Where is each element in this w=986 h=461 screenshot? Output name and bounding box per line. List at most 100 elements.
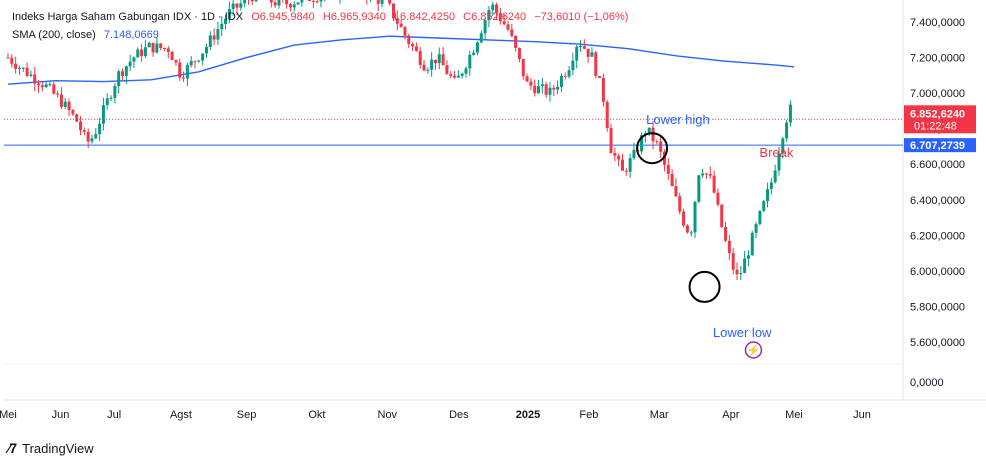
candle-body <box>773 170 777 183</box>
candle-body <box>59 94 63 107</box>
candle-body <box>63 101 67 107</box>
candle-body <box>250 0 254 2</box>
candle-body <box>517 47 521 59</box>
candle-body <box>468 54 472 69</box>
candle-body <box>571 60 575 71</box>
y-tick-label: 5.600,0000 <box>910 337 965 349</box>
candle-body <box>300 0 304 3</box>
candle-body <box>315 1 319 3</box>
x-tick-label: Jun <box>52 409 70 421</box>
candle-body <box>159 43 163 49</box>
candle-body <box>182 77 186 79</box>
open-value: O6.945,9840 <box>251 11 315 23</box>
candle-body <box>445 65 449 75</box>
candle-body <box>98 123 102 135</box>
candle-body <box>483 20 487 34</box>
candle-body <box>743 258 747 274</box>
y-tick-label: 7.000,0000 <box>910 88 965 100</box>
candle-body <box>586 48 590 57</box>
candle-body <box>441 54 445 66</box>
candle-body <box>632 149 636 159</box>
candle-body <box>720 204 724 228</box>
candle-body <box>33 74 37 84</box>
x-tick-label: Nov <box>378 409 398 421</box>
candle-body <box>208 35 212 47</box>
tradingview-logo-icon: ⁄7 <box>8 440 17 456</box>
y-zero-label: 0,0000 <box>910 377 944 389</box>
x-tick-label: Apr <box>722 409 739 421</box>
candle-body <box>739 273 743 275</box>
candle-body <box>25 67 29 76</box>
candle-body <box>121 71 125 76</box>
candle-body <box>285 0 289 5</box>
sma-label[interactable]: SMA (200, close) <box>12 29 96 41</box>
candle-body <box>529 81 533 86</box>
level-price-tag <box>904 138 976 153</box>
candle-body <box>567 70 571 77</box>
candle-body <box>292 4 296 8</box>
tradingview-brand[interactable]: ⁄7 TradingView <box>8 440 94 456</box>
candle-body <box>475 42 479 53</box>
candle-body <box>701 173 705 176</box>
candle-body <box>750 232 754 256</box>
candle-body <box>109 97 113 99</box>
candle-body <box>231 3 235 10</box>
candle-body <box>308 0 312 1</box>
x-tick-label: Jun <box>853 409 871 421</box>
candle-body <box>422 64 426 71</box>
candle-body <box>388 0 392 4</box>
lightning-glyph: ⚡ <box>747 344 761 357</box>
y-tick-label: 6.000,0000 <box>910 266 965 278</box>
candle-body <box>514 35 518 48</box>
candle-body <box>193 61 197 63</box>
candle-body <box>243 0 247 4</box>
candle-body <box>754 223 758 233</box>
candle-body <box>678 196 682 212</box>
candle-body <box>40 85 44 88</box>
candle-body <box>132 57 136 62</box>
high-value: H6.965,9340 <box>322 11 386 23</box>
candle-body <box>659 141 663 152</box>
annotation-label: Lower low <box>713 325 772 340</box>
candle-body <box>727 240 731 254</box>
candle-body <box>75 114 79 122</box>
candle-body <box>411 43 415 47</box>
candle-body <box>456 75 460 78</box>
candle-body <box>10 57 14 64</box>
candle-body <box>670 173 674 187</box>
candle-body <box>6 57 10 59</box>
lightning-icon <box>744 341 763 359</box>
candle-body <box>162 48 166 50</box>
candle-body <box>479 33 483 43</box>
x-tick-label: Jul <box>107 409 121 421</box>
close-value: C6.852,6240 <box>463 11 527 23</box>
candle-body <box>617 155 621 160</box>
candle-body <box>189 61 193 66</box>
candle-body <box>762 201 766 211</box>
candle-body <box>82 130 86 132</box>
candle-body <box>491 4 495 11</box>
candle-body <box>220 23 224 30</box>
candle-body <box>674 186 678 197</box>
candle-body <box>605 101 609 129</box>
candle-body <box>666 164 670 174</box>
candle-body <box>556 86 560 90</box>
candle-body <box>594 52 598 76</box>
candle-body <box>640 135 644 152</box>
candle-body <box>689 232 693 234</box>
candle-body <box>731 253 735 270</box>
symbol-title[interactable]: Indeks Harga Saham Gabungan IDX · 1D · I… <box>12 11 244 23</box>
candle-body <box>155 43 159 53</box>
annotation-label: Lower high <box>646 112 710 127</box>
candle-body <box>430 59 434 70</box>
x-tick-label: 2025 <box>516 409 540 421</box>
candle-body <box>647 127 651 134</box>
level-price-value: 6.707,2739 <box>910 140 965 152</box>
candle-body <box>90 138 94 142</box>
candle-body <box>628 158 632 172</box>
x-tick-label: Des <box>449 409 469 421</box>
candle-body <box>29 74 33 76</box>
candle-body <box>212 35 216 40</box>
candle-body <box>395 18 399 24</box>
